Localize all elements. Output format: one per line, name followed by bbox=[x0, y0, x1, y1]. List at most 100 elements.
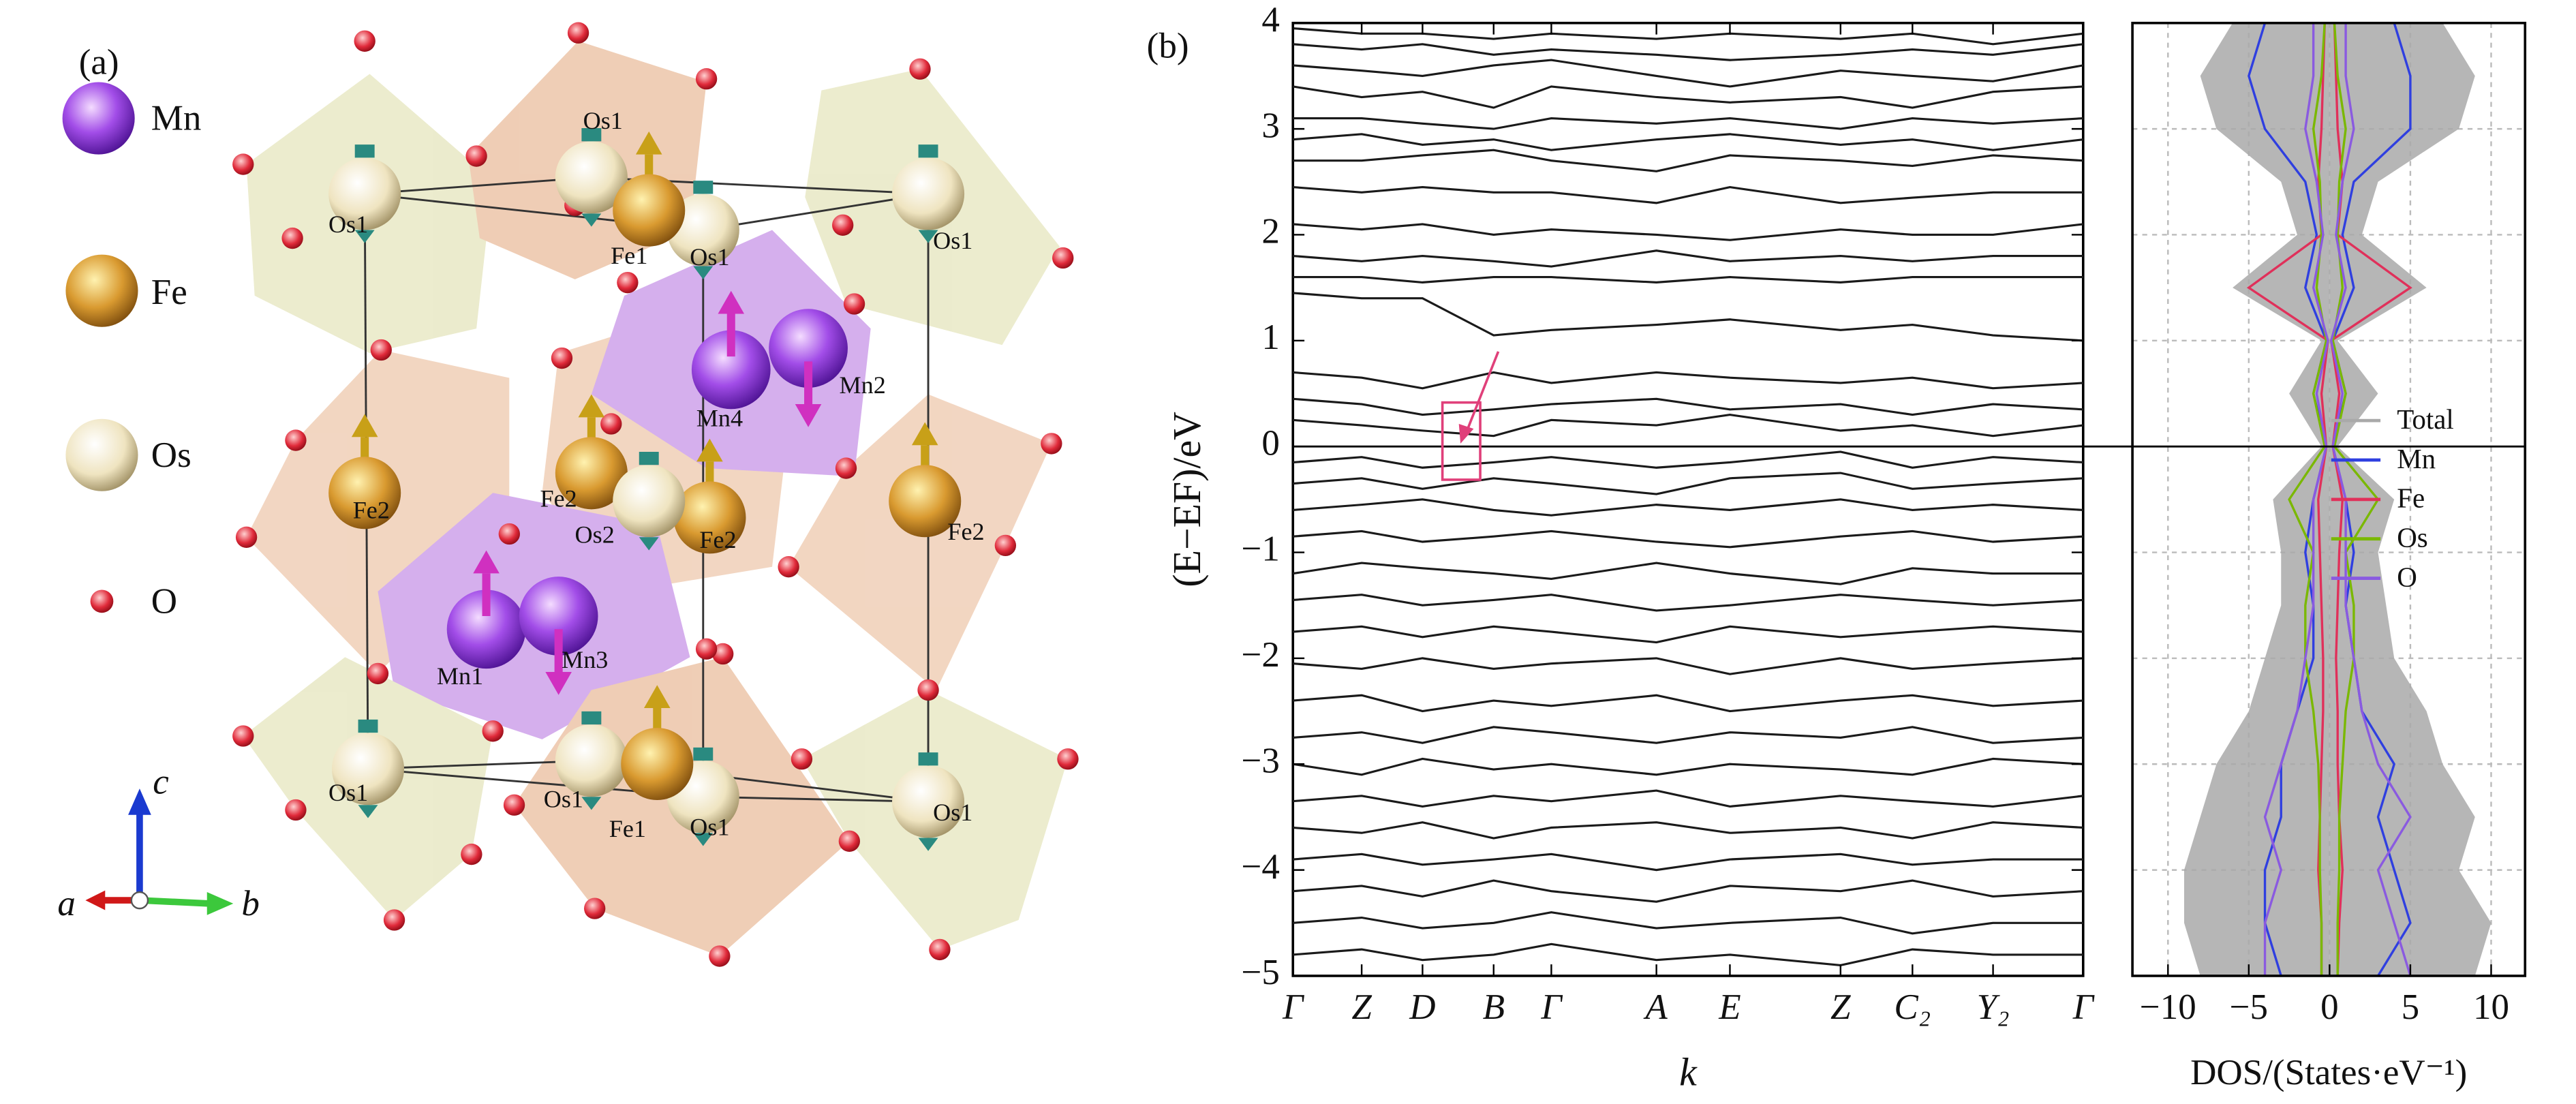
oxygen-atom bbox=[551, 347, 573, 369]
band-line bbox=[1293, 413, 2083, 438]
atom-label: Os1 bbox=[328, 211, 368, 238]
mn-atom bbox=[446, 589, 526, 669]
band-line bbox=[1293, 472, 2083, 495]
x-tick-label: C₂ bbox=[1894, 987, 1931, 1027]
atom-label: Fe2 bbox=[947, 518, 984, 545]
band-line bbox=[1293, 43, 2083, 61]
x-tick-label: Z bbox=[1830, 987, 1851, 1027]
atom-label: Fe1 bbox=[609, 815, 646, 842]
band-line bbox=[1292, 757, 2083, 776]
atom-label: Os2 bbox=[575, 521, 615, 549]
panel-label: (b) bbox=[1147, 26, 1189, 65]
y-tick-label: −3 bbox=[1242, 741, 1280, 780]
oxygen-atom bbox=[584, 898, 606, 919]
band-line bbox=[1293, 133, 2083, 151]
oxygen-atom bbox=[461, 843, 482, 865]
legend-o-sphere bbox=[90, 589, 114, 613]
atom-label: Os1 bbox=[690, 814, 729, 841]
fe-atom bbox=[889, 465, 962, 538]
legend-label: Os bbox=[151, 435, 191, 475]
oxygen-atoms bbox=[232, 22, 1079, 967]
atom-label: Mn2 bbox=[839, 371, 885, 399]
os-atom bbox=[892, 765, 965, 838]
oxygen-atom bbox=[600, 413, 622, 435]
y-axis-label: (E−EF)/eV bbox=[1165, 412, 1209, 587]
spin-arrow-head bbox=[578, 394, 605, 418]
oxygen-atom bbox=[709, 945, 731, 967]
x-tick-label: Γ bbox=[1282, 987, 1304, 1027]
band-line bbox=[1293, 223, 2083, 241]
dos-total-area bbox=[2183, 22, 2330, 976]
band-line bbox=[1293, 27, 2083, 46]
band-line bbox=[1293, 853, 2083, 872]
os-atom bbox=[555, 141, 628, 214]
oxygen-atom bbox=[1041, 433, 1062, 455]
x-tick-label: Y₂ bbox=[1977, 987, 2010, 1027]
oxygen-atom bbox=[909, 58, 931, 80]
highlight-arrow bbox=[1466, 351, 1500, 431]
highlight-arrow-head bbox=[1458, 423, 1474, 444]
oxygen-atom bbox=[835, 457, 857, 479]
legend-mn-sphere bbox=[62, 82, 135, 155]
oxygen-atom bbox=[1052, 247, 1074, 269]
y-tick-label: −5 bbox=[1242, 953, 1280, 992]
x-tick-label: E bbox=[1718, 987, 1741, 1027]
spin-arrow-head bbox=[351, 414, 378, 438]
legend-label: Fe bbox=[151, 273, 187, 312]
legend-os-sphere bbox=[65, 418, 138, 491]
os-cap bbox=[354, 144, 375, 243]
atom-label: Os1 bbox=[583, 107, 623, 134]
spin-arrow-head bbox=[718, 290, 745, 314]
legend-atoms: Mn Fe Os O bbox=[62, 82, 201, 621]
mn-atom bbox=[691, 330, 771, 410]
legend-label: Mn bbox=[2397, 443, 2436, 474]
band-line bbox=[1293, 397, 2083, 416]
oxygen-atom bbox=[285, 799, 307, 821]
y-tick-label: −4 bbox=[1242, 847, 1280, 887]
spin-arrow-head bbox=[545, 671, 572, 695]
band-line bbox=[1293, 292, 2083, 342]
x-axis-label: k bbox=[1679, 1049, 1698, 1094]
atom-label: Fe2 bbox=[353, 496, 390, 523]
oxygen-atom bbox=[695, 68, 718, 90]
dos-line bbox=[2263, 22, 2329, 976]
band-line bbox=[1293, 249, 2083, 268]
band-line bbox=[1293, 657, 2083, 675]
atom-label: Os1 bbox=[933, 799, 972, 826]
band-line bbox=[1293, 149, 2083, 172]
atom-label: Fe2 bbox=[540, 485, 577, 512]
oxygen-atom bbox=[285, 429, 307, 451]
band-line bbox=[1293, 276, 2083, 283]
os-atom bbox=[613, 465, 686, 538]
band-line bbox=[1292, 562, 2083, 585]
panel-label: (a) bbox=[79, 43, 119, 82]
os-atom bbox=[892, 157, 965, 230]
atom-label: Os1 bbox=[328, 779, 368, 806]
legend-label: Total bbox=[2397, 403, 2454, 435]
band-line bbox=[1293, 59, 2084, 88]
atom-label: Os1 bbox=[933, 227, 972, 254]
oxygen-atom bbox=[843, 293, 865, 315]
c-axis-head bbox=[128, 788, 151, 815]
band-line bbox=[1293, 498, 2083, 517]
spin-arrow-head bbox=[696, 438, 723, 462]
oxygen-atom bbox=[367, 662, 389, 685]
y-tick-label: −1 bbox=[1242, 530, 1280, 569]
os-atom bbox=[555, 724, 628, 797]
spin-arrow-head bbox=[644, 685, 671, 709]
oxygen-atom bbox=[232, 725, 254, 747]
atom-labels: Os1 Os1 Os1 Os1 Fe1 Fe2 Fe2 Fe2 Fe2 Os2 Mn1 Mn2 Mn3 M… bbox=[328, 107, 985, 842]
oxygen-atom bbox=[567, 22, 589, 44]
oxygen-atom bbox=[498, 523, 520, 545]
x-tick-label: −10 bbox=[2140, 987, 2196, 1027]
x-tick-label: Γ bbox=[2072, 987, 2095, 1027]
x-tick-label: 5 bbox=[2402, 987, 2420, 1027]
oxygen-atom bbox=[712, 643, 734, 665]
spin-arrow-head bbox=[635, 131, 662, 155]
os-atom bbox=[666, 194, 739, 266]
os-cap bbox=[918, 752, 938, 851]
x-tick-label: D bbox=[1409, 987, 1435, 1027]
oxygen-atom bbox=[695, 638, 718, 660]
y-tick-label: 4 bbox=[1261, 0, 1280, 40]
